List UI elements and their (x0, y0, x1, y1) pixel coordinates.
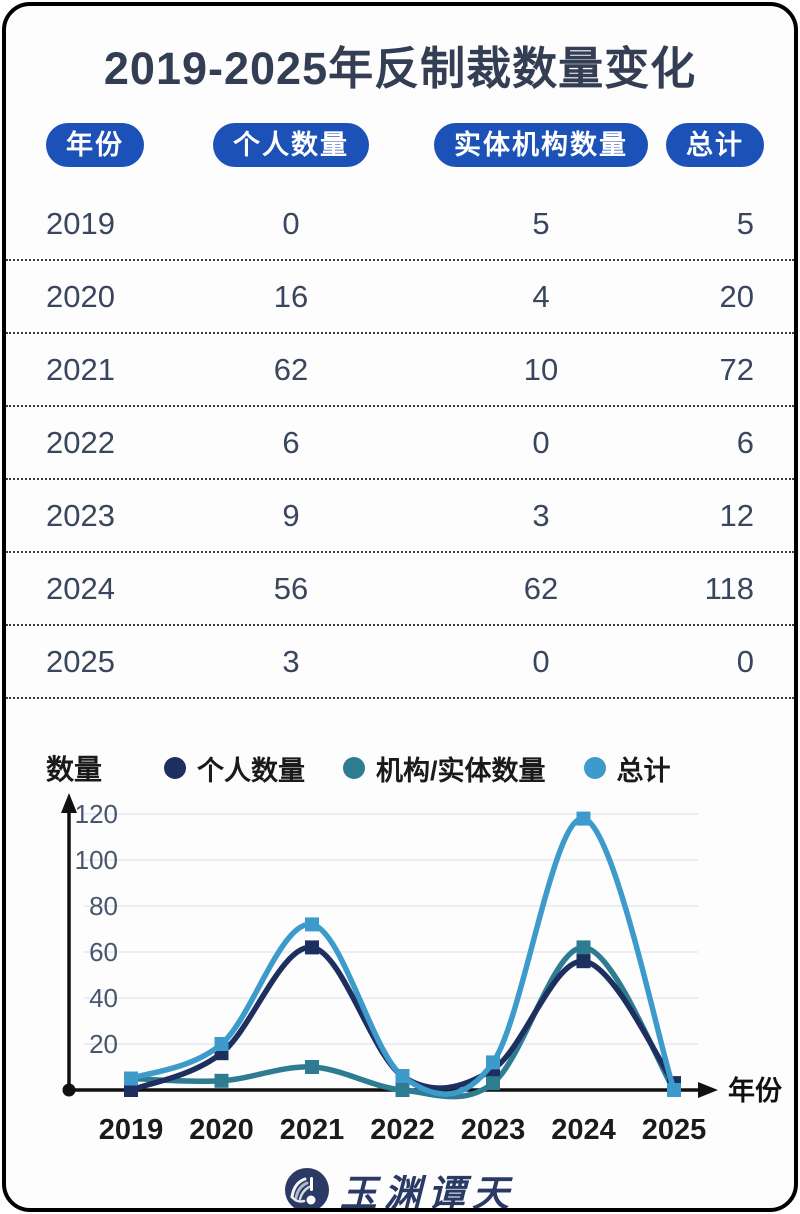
cell-value: 0 (736, 643, 754, 679)
table-row: 2021 62 10 72 (6, 334, 794, 407)
cell-value: 5 (736, 205, 754, 241)
cell-year: 2021 (46, 351, 115, 387)
x-tick-label: 2020 (189, 1114, 254, 1146)
brand-name: 玉渊谭天 (340, 1171, 516, 1212)
cell-value: 20 (719, 278, 754, 314)
cell-value: 3 (282, 643, 300, 679)
cell-value: 56 (273, 570, 309, 606)
cell-value: 10 (523, 351, 559, 387)
table-row: 2020 16 4 20 (6, 261, 794, 334)
cell-value: 62 (523, 570, 559, 606)
cell-value: 16 (273, 278, 309, 314)
header-pill-entities: 实体机构数量 (434, 123, 648, 167)
x-tick-label: 2025 (642, 1114, 707, 1146)
cell-value: 4 (532, 278, 550, 314)
data-point-marker (305, 940, 319, 955)
header-pill-total: 总计 (666, 123, 764, 167)
table-header-row: 年份 个人数量 实体机构数量 总计 (6, 123, 794, 167)
cell-year: 2019 (46, 205, 115, 241)
cell-value: 62 (273, 351, 309, 387)
legend-label: 个人数量 (197, 755, 306, 786)
data-point-marker (576, 940, 591, 955)
origin-dot (62, 1083, 76, 1097)
chart-legend-row: 数量 个人数量 机构/实体数量 总计 (6, 749, 794, 787)
data-point-marker (576, 954, 591, 969)
x-tick-label: 2022 (370, 1114, 435, 1146)
legend-swatch (164, 757, 187, 779)
y-axis-arrow (61, 793, 77, 813)
legend-item: 总计 (583, 749, 671, 788)
y-axis-title: 数量 (46, 754, 103, 785)
chart-legend: 个人数量 机构/实体数量 总计 (164, 749, 671, 788)
legend-item: 机构/实体数量 (343, 749, 546, 788)
legend-label: 总计 (616, 755, 671, 786)
data-point-marker (214, 1073, 229, 1088)
wave-logo-icon (285, 1168, 329, 1208)
x-tick-label: 2024 (551, 1114, 616, 1146)
x-tick-label: 2019 (99, 1114, 164, 1146)
legend-item: 个人数量 (164, 749, 305, 788)
cell-value: 6 (282, 424, 300, 460)
header-pill-year: 年份 (46, 123, 144, 167)
y-tick-label: 40 (89, 983, 118, 1013)
line-chart: 20 40 60 80 100 120 年份 2019 2020 2021 2022 2023 2024… (6, 787, 794, 1147)
series-line (128, 944, 677, 1093)
x-axis-title: 年份 (728, 1075, 782, 1106)
cell-year: 2020 (46, 278, 115, 314)
data-point-marker (486, 1076, 500, 1091)
y-tick-label: 60 (89, 937, 118, 967)
cell-value: 0 (532, 643, 550, 679)
data-point-marker (214, 1037, 229, 1051)
cell-value: 0 (532, 424, 550, 460)
cell-year: 2025 (46, 643, 115, 679)
cell-value: 3 (532, 497, 550, 533)
cell-value: 5 (532, 205, 550, 241)
table-row: 2025 3 0 0 (6, 626, 794, 699)
data-point-marker (395, 1083, 410, 1097)
cell-year: 2024 (46, 570, 115, 606)
table-row: 2024 56 62 118 (6, 553, 794, 626)
data-point-marker (486, 1055, 500, 1070)
cell-value: 118 (704, 570, 754, 606)
x-axis-arrow (698, 1082, 718, 1098)
data-table: 2019 0 5 5 2020 16 4 20 2021 62 10 72 2022 6 0 6 2023 9 3 1… (6, 188, 794, 699)
cell-value: 9 (282, 497, 300, 533)
table-row: 2022 6 0 6 (6, 407, 794, 480)
x-tick-label: 2023 (461, 1114, 526, 1146)
line-chart-svg: 20 40 60 80 100 120 年份 2019 2020 2021 2022 2023 2024… (61, 793, 782, 1146)
y-tick-label: 20 (89, 1029, 118, 1059)
data-point-marker (667, 1083, 681, 1097)
header-pill-individuals: 个人数量 (213, 123, 369, 167)
cell-value: 72 (719, 351, 754, 387)
table-row: 2019 0 5 5 (6, 188, 794, 261)
y-tick-label: 100 (75, 845, 118, 875)
legend-swatch (343, 757, 366, 779)
data-point-marker (305, 1060, 319, 1074)
legend-swatch (583, 757, 606, 779)
y-tick-label: 80 (89, 891, 118, 921)
data-point-marker (395, 1069, 410, 1084)
data-point-marker (305, 917, 319, 932)
data-point-marker (124, 1083, 138, 1097)
cell-value: 6 (736, 424, 754, 460)
footer-brand: 玉渊谭天 (6, 1163, 794, 1212)
legend-label: 机构/实体数量 (376, 755, 546, 786)
series-line (128, 815, 677, 1097)
cell-value: 0 (282, 205, 300, 241)
table-row: 2023 9 3 12 (6, 480, 794, 553)
cell-year: 2023 (46, 497, 115, 533)
page-title: 2019-2025年反制裁数量变化 (103, 43, 697, 94)
data-point-marker (124, 1071, 138, 1086)
x-tick-label: 2021 (280, 1114, 345, 1146)
y-tick-label: 120 (75, 799, 118, 829)
cell-value: 12 (719, 497, 754, 533)
cell-year: 2022 (46, 424, 115, 460)
data-point-marker (576, 811, 591, 826)
